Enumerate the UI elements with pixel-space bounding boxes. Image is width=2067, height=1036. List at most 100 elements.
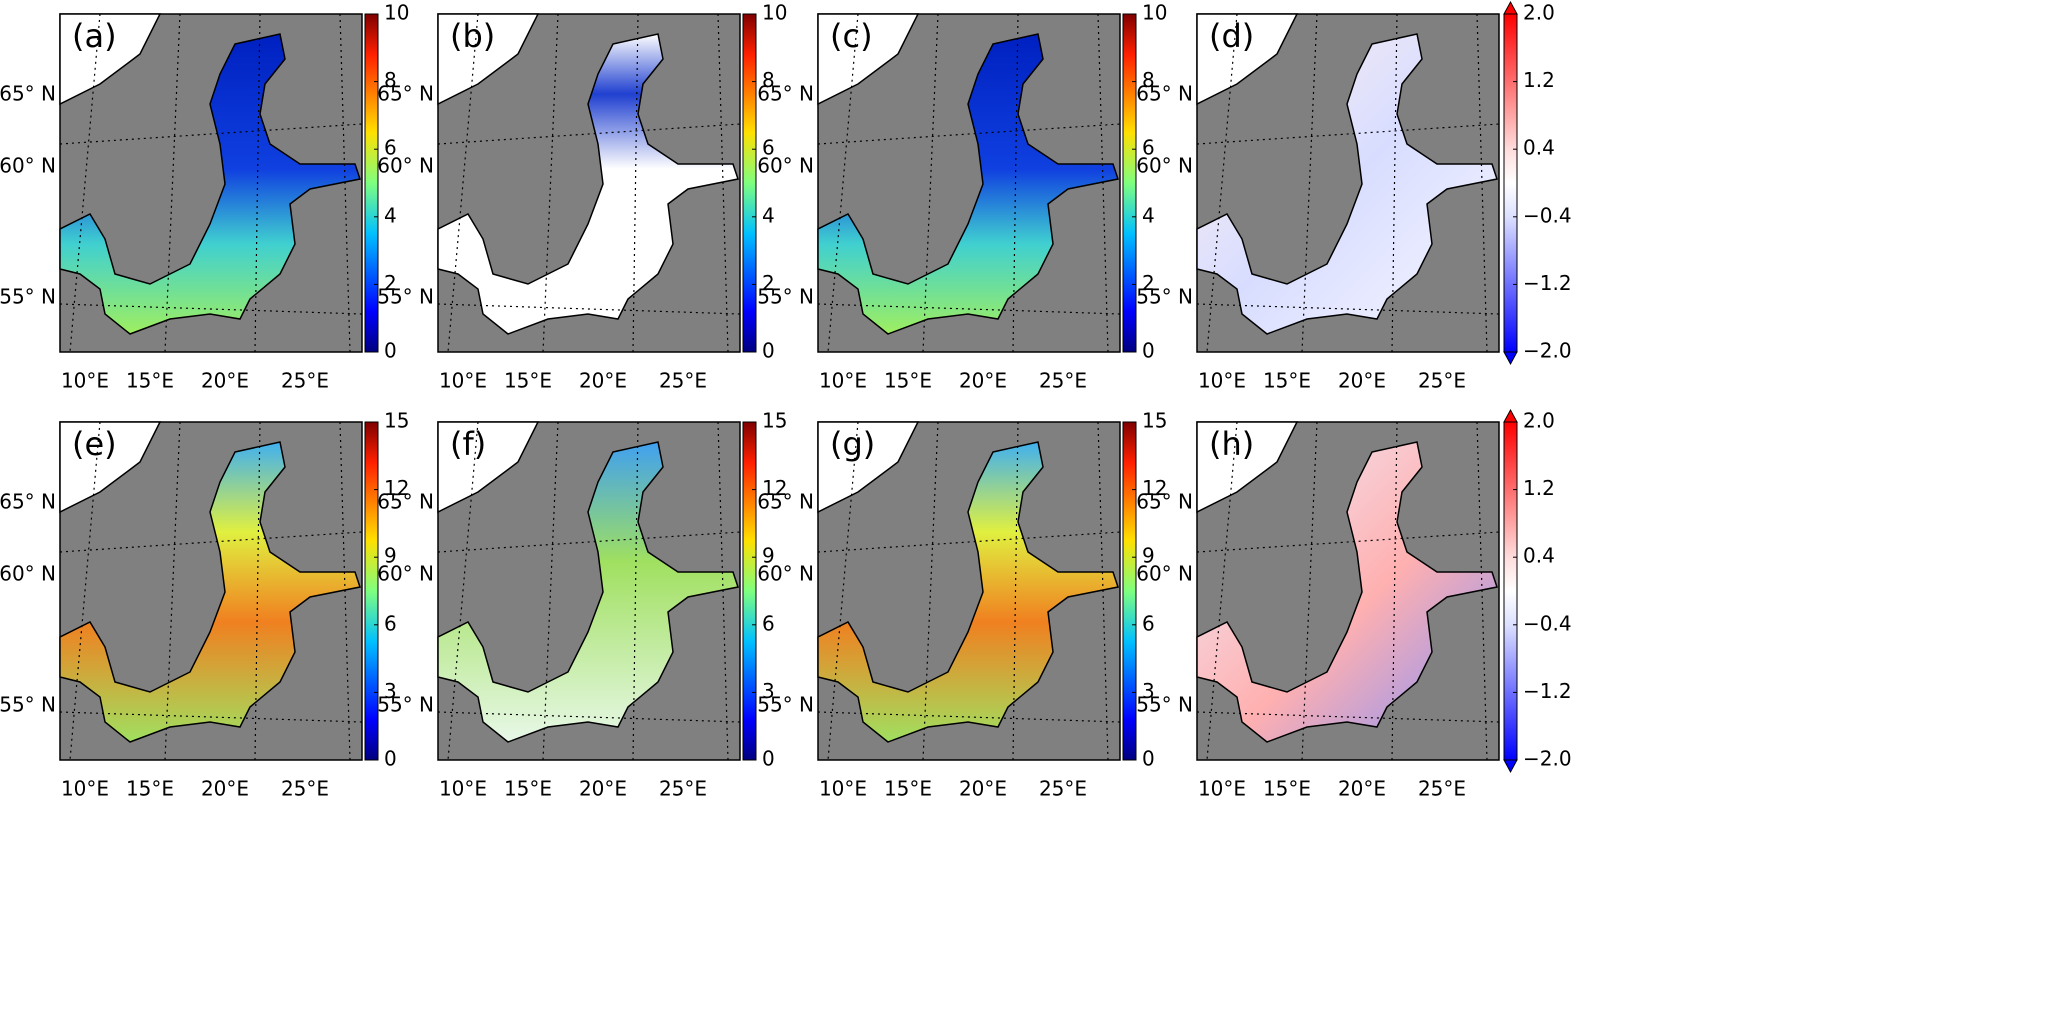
- lat-label: 60° N: [757, 154, 814, 178]
- land: [59, 421, 162, 514]
- panel-label: (f): [450, 425, 486, 463]
- colorbar-tick-label: 6: [762, 136, 775, 160]
- colorbar-tick-label: 4: [1142, 203, 1155, 227]
- lon-label: 25°E: [1039, 369, 1087, 393]
- colorbar-tick-label: 12: [1142, 476, 1167, 500]
- colorbar-tick-label: 15: [762, 409, 787, 433]
- colorbar-extend: [1503, 408, 1518, 423]
- colorbar-tick-label: 9: [762, 544, 775, 568]
- lon-label: 10°E: [1198, 369, 1246, 393]
- lon-label: 25°E: [281, 777, 329, 801]
- panel-label: (d): [1209, 17, 1254, 55]
- colorbar-tick-label: 0: [1142, 339, 1155, 363]
- graticule: [717, 13, 729, 353]
- graticule: [817, 123, 1121, 145]
- map-panel: (e): [59, 421, 363, 761]
- lon-label: 15°E: [1263, 369, 1311, 393]
- lat-label: 65° N: [0, 490, 56, 514]
- lon-label: 10°E: [819, 777, 867, 801]
- graticule: [827, 13, 859, 353]
- sea-field: [1196, 441, 1498, 743]
- graticule: [437, 531, 741, 553]
- land: [437, 421, 540, 514]
- graticule: [1097, 421, 1109, 761]
- graticule: [59, 303, 363, 315]
- lat-label: 60° N: [757, 562, 814, 586]
- lon-label: 10°E: [61, 369, 109, 393]
- graticule: [1196, 303, 1500, 315]
- colorbar-tick-label: 12: [762, 476, 787, 500]
- colorbar-tick-label: 15: [384, 409, 409, 433]
- lon-label: 10°E: [439, 777, 487, 801]
- lon-label: 20°E: [579, 369, 627, 393]
- graticule: [922, 13, 939, 353]
- map-panel: (g): [817, 421, 1121, 761]
- graticule: [1012, 13, 1019, 353]
- graticule: [164, 13, 181, 353]
- graticule: [59, 711, 363, 723]
- colorbar-tick-label: 9: [384, 544, 397, 568]
- colorbar-tick-label: 3: [1142, 679, 1155, 703]
- colorbar-tick-label: 0.4: [1523, 136, 1555, 160]
- sea-field: [59, 441, 361, 743]
- lon-label: 10°E: [819, 369, 867, 393]
- colorbar-tick-label: 6: [762, 611, 775, 635]
- graticule: [1097, 13, 1109, 353]
- colorbar-tick-label: 6: [384, 611, 397, 635]
- graticule: [59, 531, 363, 553]
- graticule: [717, 421, 729, 761]
- graticule: [164, 421, 181, 761]
- colorbar-tick-label: 1.2: [1523, 68, 1555, 92]
- graticule: [1301, 13, 1318, 353]
- colorbar-tick-label: −2.0: [1523, 339, 1572, 363]
- lon-label: 20°E: [1338, 369, 1386, 393]
- colorbar: [742, 13, 757, 353]
- colorbar-tick-label: 2: [1142, 271, 1155, 295]
- colorbar-tick-label: 4: [384, 203, 397, 227]
- graticule: [632, 421, 639, 761]
- land: [1196, 421, 1299, 514]
- graticule: [447, 13, 479, 353]
- graticule: [1012, 421, 1019, 761]
- colorbar-tick-label: 2.0: [1523, 409, 1555, 433]
- lon-label: 20°E: [201, 369, 249, 393]
- panel-label: (b): [450, 17, 495, 55]
- colorbar-tick-label: −0.4: [1523, 611, 1572, 635]
- colorbar-tick-label: 8: [762, 68, 775, 92]
- graticule: [827, 421, 859, 761]
- colorbar-tick-label: −0.4: [1523, 203, 1572, 227]
- colorbar-tick-label: −1.2: [1523, 679, 1572, 703]
- colorbar: [1503, 13, 1518, 353]
- colorbar-tick-label: 12: [384, 476, 409, 500]
- lon-label: 15°E: [126, 369, 174, 393]
- panel-label: (e): [72, 425, 117, 463]
- graticule: [69, 13, 101, 353]
- land: [437, 13, 540, 106]
- graticule: [254, 421, 261, 761]
- colorbar-tick-label: −2.0: [1523, 747, 1572, 771]
- graticule: [1391, 13, 1398, 353]
- lat-label: 65° N: [757, 82, 814, 106]
- lon-label: 10°E: [1198, 777, 1246, 801]
- colorbar: [364, 421, 379, 761]
- lon-label: 10°E: [61, 777, 109, 801]
- lon-label: 10°E: [439, 369, 487, 393]
- colorbar-tick-label: 8: [1142, 68, 1155, 92]
- lat-label: 60° N: [1136, 562, 1193, 586]
- lat-label: 55° N: [757, 285, 814, 309]
- lat-label: 55° N: [1136, 285, 1193, 309]
- colorbar-tick-label: −1.2: [1523, 271, 1572, 295]
- colorbar-tick-label: 2: [384, 271, 397, 295]
- lon-label: 20°E: [1338, 777, 1386, 801]
- graticule: [1476, 421, 1488, 761]
- colorbar-tick-label: 3: [762, 679, 775, 703]
- panel-label: (a): [72, 17, 117, 55]
- lat-label: 55° N: [757, 693, 814, 717]
- graticule: [817, 303, 1121, 315]
- graticule: [437, 303, 741, 315]
- lat-label: 60° N: [377, 154, 434, 178]
- lon-label: 25°E: [1039, 777, 1087, 801]
- lat-label: 55° N: [0, 285, 56, 309]
- colorbar-extend: [1503, 0, 1518, 15]
